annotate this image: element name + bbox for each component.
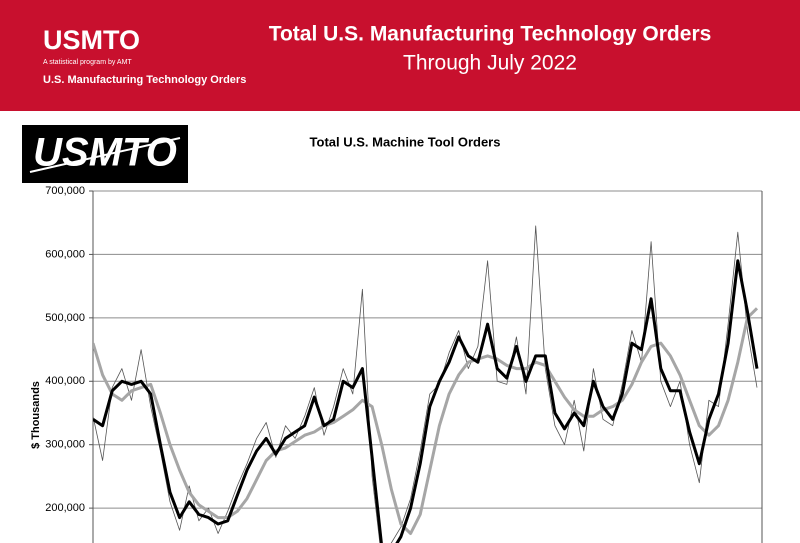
chart-logo: USMTO [33,131,177,175]
plot-area [93,225,759,543]
header-logo: USMTO [43,25,140,55]
y-tick-label: 200,000 [45,502,85,514]
logo-swoosh [29,137,181,173]
header-tagline: A statistical program by AMT [43,59,132,66]
header-subtitle: Through July 2022 [403,52,577,75]
header-title: Total U.S. Manufacturing Technology Orde… [269,23,712,46]
series-line [93,225,758,543]
y-tick-label: 700,000 [45,185,85,197]
series-line [93,307,759,535]
chart-title: Total U.S. Machine Tool Orders [310,134,501,149]
header-band [0,0,800,111]
y-tick-label: 600,000 [45,248,85,260]
y-tick-label: 500,000 [45,312,85,324]
series-line [93,259,759,543]
header-program: U.S. Manufacturing Technology Orders [43,74,246,86]
y-axis-label: $ Thousands [30,381,42,449]
y-tick-label: 300,000 [45,439,85,451]
y-tick-label: 400,000 [45,375,85,387]
